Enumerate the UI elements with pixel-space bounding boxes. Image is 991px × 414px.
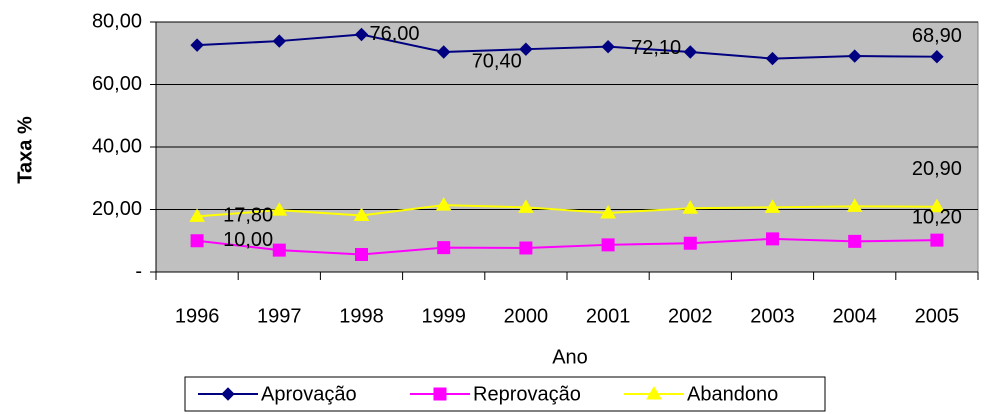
marker — [764, 199, 781, 213]
data-label: 70,40 — [472, 50, 522, 72]
x-tick-label: 1996 — [175, 305, 220, 327]
marker — [272, 34, 287, 48]
marker — [221, 387, 235, 401]
x-tick-label: 1998 — [339, 305, 384, 327]
data-label: 10,20 — [912, 206, 962, 228]
series-line — [196, 237, 937, 256]
legend-label: Reprovação — [473, 383, 581, 405]
marker — [848, 234, 862, 248]
x-tick-label: 1997 — [257, 305, 302, 327]
marker — [519, 241, 533, 255]
legend-box — [184, 376, 826, 412]
marker — [601, 238, 615, 252]
marker — [846, 198, 863, 212]
marker — [519, 42, 533, 56]
data-label: 76,00 — [370, 23, 420, 45]
marker — [847, 49, 862, 63]
marker — [766, 232, 779, 246]
x-tick-label: 2004 — [832, 305, 877, 327]
marker — [646, 386, 662, 400]
series-line — [197, 204, 937, 218]
marker — [682, 200, 699, 214]
marker — [683, 45, 698, 59]
marker — [518, 199, 534, 213]
y-tick-label: - — [135, 260, 142, 282]
data-label: 10,00 — [223, 229, 273, 251]
marker — [271, 202, 288, 216]
marker — [190, 234, 204, 248]
marker — [355, 248, 368, 261]
y-axis-label: Taxa % — [14, 116, 36, 184]
marker — [437, 241, 451, 255]
marker — [600, 204, 616, 219]
marker — [765, 51, 780, 66]
x-axis-label: Ano — [552, 346, 588, 368]
marker — [272, 243, 286, 257]
x-tick-label: 2001 — [586, 305, 631, 327]
marker — [436, 45, 451, 59]
y-tick-label: 80,00 — [92, 10, 142, 32]
series-line — [197, 33, 937, 60]
marker — [930, 233, 944, 247]
y-tick-label: 20,00 — [92, 198, 142, 220]
marker — [190, 38, 204, 52]
marker — [929, 198, 945, 213]
marker — [354, 27, 369, 42]
x-tick-label: 2003 — [750, 305, 795, 327]
x-tick-label: 1999 — [421, 305, 466, 327]
marker — [930, 49, 944, 64]
data-label: 72,10 — [631, 37, 681, 59]
legend-label: Aprovação — [261, 383, 357, 405]
y-tick-label: 60,00 — [92, 73, 142, 95]
y-tick-label: 40,00 — [92, 135, 142, 157]
marker — [435, 197, 452, 211]
data-label: 20,90 — [912, 158, 962, 180]
x-tick-label: 2000 — [504, 305, 549, 327]
marker — [353, 207, 370, 221]
data-label: 17,80 — [223, 205, 273, 227]
data-label: 68,90 — [912, 25, 962, 47]
x-tick-label: 2005 — [915, 305, 960, 327]
legend: Aprovação Reprovação Abandono — [184, 376, 826, 412]
legend-label: Abandono — [687, 383, 778, 405]
marker — [601, 39, 615, 54]
x-tick-label: 2002 — [668, 305, 713, 327]
marker — [433, 387, 447, 401]
marker — [189, 208, 205, 222]
marker — [683, 236, 697, 250]
